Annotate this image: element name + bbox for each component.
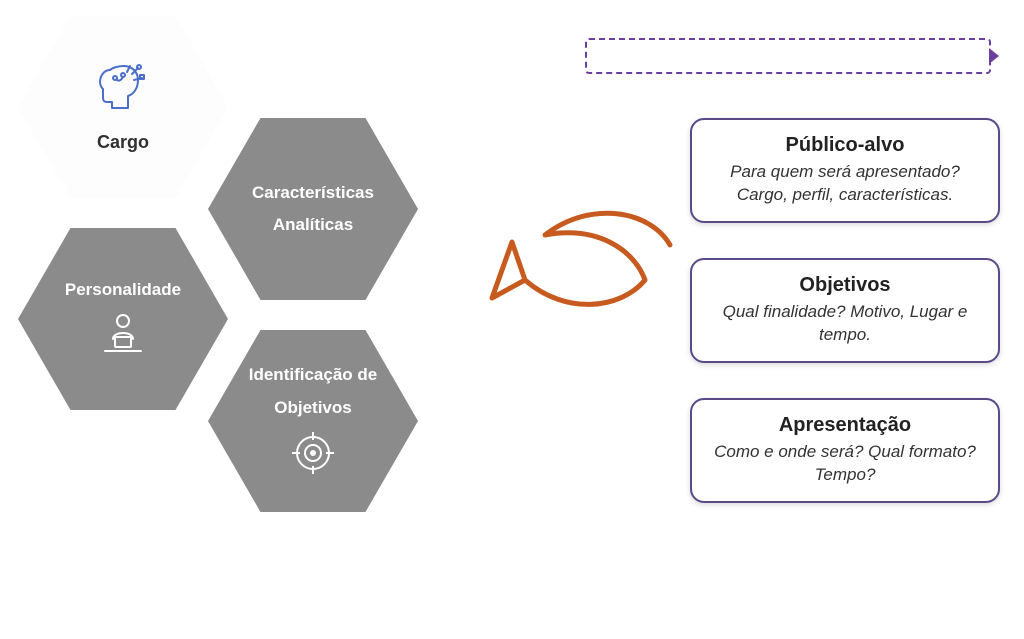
card-body: Como e onde será? Qual formato? Tempo? <box>710 441 980 487</box>
card-objetivos: Objetivos Qual finalidade? Motivo, Lugar… <box>690 258 1000 363</box>
card-title: Objetivos <box>710 274 980 297</box>
card-title: Público-alvo <box>710 134 980 157</box>
hex-caracteristicas-label: Características Analíticas <box>208 177 418 242</box>
hex-cargo: Cargo <box>18 16 228 198</box>
card-apresentacao: Apresentação Como e onde será? Qual form… <box>690 398 1000 503</box>
card-publico-alvo: Público-alvo Para quem será apresentado?… <box>690 118 1000 223</box>
hex-personalidade: Personalidade <box>18 228 228 410</box>
hex-personalidade-label: Personalidade <box>47 274 199 306</box>
curved-arrow-icon <box>470 180 690 355</box>
user-desk-icon <box>95 311 151 364</box>
card-body: Para quem será apresentado? Cargo, perfi… <box>710 161 980 207</box>
hex-identificacao-label: Identificação de Objetivos <box>208 359 418 424</box>
hex-cargo-label: Cargo <box>79 125 167 159</box>
dashed-arrow-banner <box>585 38 991 74</box>
hex-identificacao: Identificação de Objetivos <box>208 330 418 512</box>
card-body: Qual finalidade? Motivo, Lugar e tempo. <box>710 301 980 347</box>
card-title: Apresentação <box>710 414 980 437</box>
brain-tools-icon <box>92 58 154 119</box>
target-icon <box>288 428 338 483</box>
hex-caracteristicas: Características Analíticas <box>208 118 418 300</box>
